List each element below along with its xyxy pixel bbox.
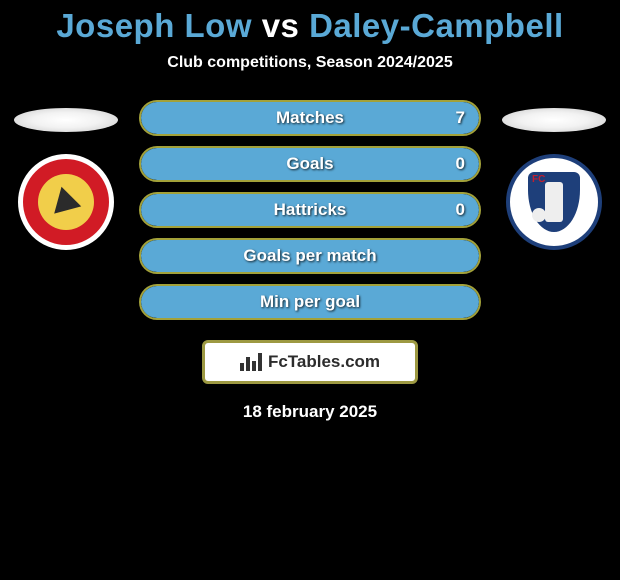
player2-column: FC bbox=[499, 100, 609, 250]
stat-label: Goals bbox=[141, 154, 479, 174]
stat-row: Goals0 bbox=[139, 146, 481, 182]
brand-text: FcTables.com bbox=[268, 352, 380, 372]
subtitle: Club competitions, Season 2024/2025 bbox=[0, 54, 620, 72]
comparison-card: Joseph Low vs Daley-Campbell Club compet… bbox=[0, 0, 620, 422]
title-vs: vs bbox=[262, 7, 300, 44]
player2-photo-placeholder bbox=[502, 108, 606, 132]
stat-row: Hattricks0 bbox=[139, 192, 481, 228]
date-label: 18 february 2025 bbox=[0, 402, 620, 422]
title-player2: Daley-Campbell bbox=[309, 7, 564, 44]
page-title: Joseph Low vs Daley-Campbell bbox=[0, 8, 620, 44]
stats-list: Matches7Goals0Hattricks0Goals per matchM… bbox=[139, 100, 481, 320]
chart-icon bbox=[240, 353, 262, 371]
stat-value-right: 7 bbox=[456, 108, 465, 128]
stat-value-right: 0 bbox=[456, 200, 465, 220]
stat-value-right: 0 bbox=[456, 154, 465, 174]
player1-club-crest bbox=[18, 154, 114, 250]
stat-row: Min per goal bbox=[139, 284, 481, 320]
title-player1: Joseph Low bbox=[56, 7, 252, 44]
comparison-body: Matches7Goals0Hattricks0Goals per matchM… bbox=[0, 100, 620, 320]
stat-row: Goals per match bbox=[139, 238, 481, 274]
player1-column bbox=[11, 100, 121, 250]
stat-label: Hattricks bbox=[141, 200, 479, 220]
stat-label: Matches bbox=[141, 108, 479, 128]
player1-photo-placeholder bbox=[14, 108, 118, 132]
stat-row: Matches7 bbox=[139, 100, 481, 136]
stat-label: Min per goal bbox=[141, 292, 479, 312]
stat-label: Goals per match bbox=[141, 246, 479, 266]
player2-club-crest: FC bbox=[506, 154, 602, 250]
brand-badge[interactable]: FcTables.com bbox=[202, 340, 418, 384]
